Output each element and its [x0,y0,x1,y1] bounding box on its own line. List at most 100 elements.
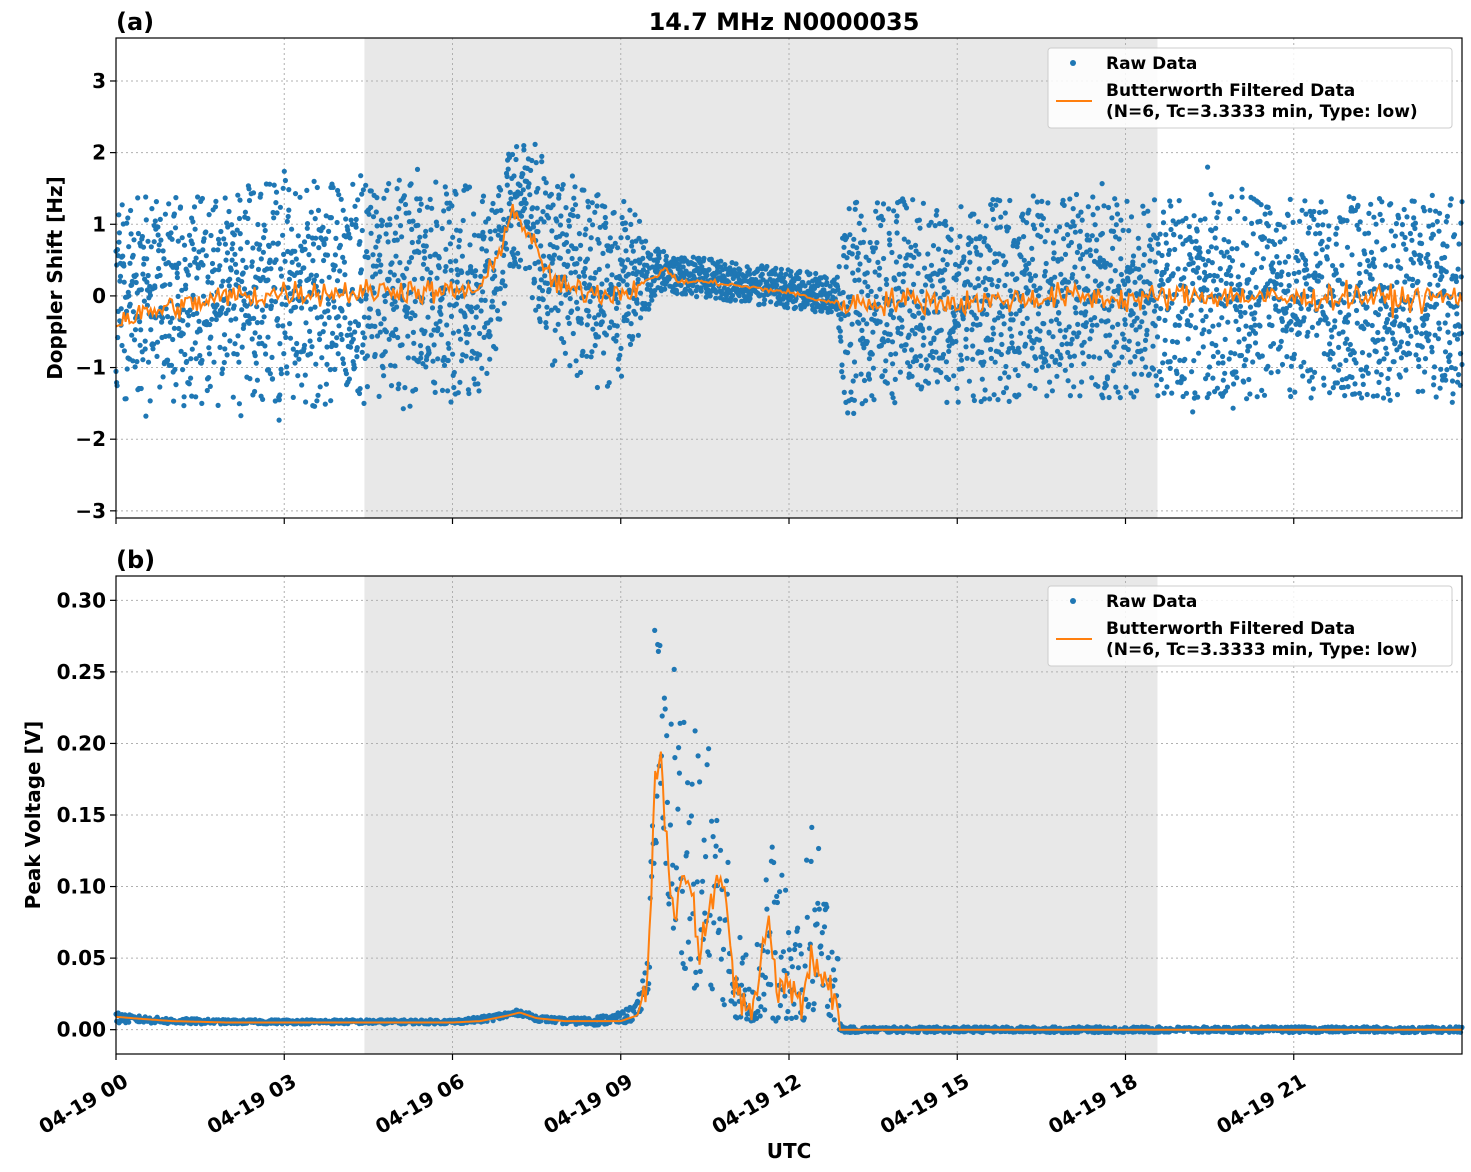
doppler-raw-point [1007,326,1013,332]
doppler-raw-point [439,296,445,302]
doppler-raw-point [373,209,379,215]
doppler-raw-point [1267,322,1273,328]
doppler-raw-point [1335,277,1341,283]
doppler-raw-point [608,319,615,325]
doppler-raw-point [1233,307,1240,313]
doppler-raw-point [368,230,374,236]
doppler-raw-point [399,342,405,348]
doppler-raw-point [1378,372,1384,378]
doppler-raw-point [939,355,946,361]
doppler-raw-point [1353,307,1360,314]
doppler-raw-point [905,334,911,340]
doppler-raw-point [1217,201,1223,207]
doppler-raw-point [992,317,998,323]
doppler-raw-point [414,248,420,254]
doppler-raw-point [307,328,313,334]
doppler-raw-point [1095,205,1101,211]
doppler-raw-point [912,331,918,337]
doppler-raw-point [790,299,796,305]
doppler-raw-point [325,301,332,307]
doppler-raw-point [1355,204,1361,210]
doppler-raw-point [629,243,635,249]
doppler-raw-point [586,282,593,288]
doppler-raw-point [189,241,195,247]
doppler-raw-point [1070,206,1076,212]
doppler-raw-point [891,208,897,214]
doppler-raw-point [635,332,642,338]
doppler-raw-point [1020,320,1026,327]
doppler-raw-point [1110,245,1116,251]
doppler-raw-point [1111,288,1117,295]
doppler-raw-point [623,248,629,254]
doppler-raw-point [1388,201,1394,207]
doppler-raw-point [359,227,365,234]
doppler-raw-point [1177,234,1183,240]
doppler-raw-point [477,233,483,239]
doppler-raw-point [892,376,898,382]
voltage-panel: 0.000.050.100.150.200.250.30 Peak Voltag… [21,575,1465,1055]
doppler-raw-point [1439,373,1445,379]
doppler-raw-point [185,322,191,328]
doppler-raw-point [716,263,722,270]
doppler-raw-point [280,323,286,329]
doppler-raw-point [771,278,777,284]
doppler-raw-point [993,202,999,208]
doppler-raw-point [613,305,620,311]
doppler-raw-point [185,380,191,386]
doppler-raw-point [393,253,399,259]
doppler-raw-point [1110,368,1116,374]
doppler-raw-point [154,353,160,359]
doppler-raw-point [241,286,248,292]
doppler-raw-point [228,317,234,323]
doppler-raw-point [229,222,235,228]
doppler-raw-point [1270,267,1277,273]
voltage-raw-point [640,978,646,984]
doppler-raw-point [118,306,124,312]
doppler-raw-point [1093,248,1099,254]
doppler-raw-point [262,267,268,273]
doppler-raw-point [552,327,558,333]
doppler-raw-point [1032,385,1038,391]
doppler-raw-point [1258,202,1264,208]
doppler-raw-point [772,271,778,277]
doppler-raw-point [1451,234,1457,240]
doppler-raw-point [546,287,552,293]
doppler-raw-point [331,298,337,304]
doppler-raw-point [1260,234,1266,240]
doppler-raw-point [507,261,513,267]
doppler-raw-point [963,344,969,350]
doppler-raw-point [312,304,318,310]
doppler-raw-point [990,216,997,222]
doppler-raw-point [376,257,382,263]
doppler-raw-point [578,242,584,248]
doppler-raw-point [474,356,480,362]
doppler-raw-point [1227,216,1233,222]
doppler-raw-point [323,381,329,387]
doppler-raw-point [1038,234,1044,240]
doppler-raw-point [788,294,795,300]
doppler-raw-point [372,351,378,358]
doppler-raw-point [860,317,866,323]
doppler-raw-point [145,359,152,365]
doppler-raw-point [471,232,478,238]
doppler-raw-point [517,257,524,263]
doppler-raw-point [1144,327,1150,333]
doppler-raw-point [979,349,985,355]
doppler-raw-point [368,204,374,210]
doppler-raw-point [976,283,982,289]
doppler-legend: Raw Data Butterworth Filtered Data (N=6,… [1047,47,1453,129]
doppler-raw-point [132,364,138,370]
doppler-raw-point [1116,360,1122,366]
doppler-raw-point [424,204,430,210]
doppler-raw-point [856,320,862,326]
doppler-raw-point [809,302,815,308]
doppler-raw-point [460,217,466,224]
doppler-raw-point [303,399,309,405]
doppler-raw-point [878,342,885,349]
doppler-raw-point [1262,211,1268,217]
doppler-raw-point [1034,199,1040,205]
doppler-raw-point [275,241,281,247]
doppler-raw-point [439,225,445,232]
doppler-raw-point [1158,376,1164,383]
doppler-raw-point [193,255,199,261]
